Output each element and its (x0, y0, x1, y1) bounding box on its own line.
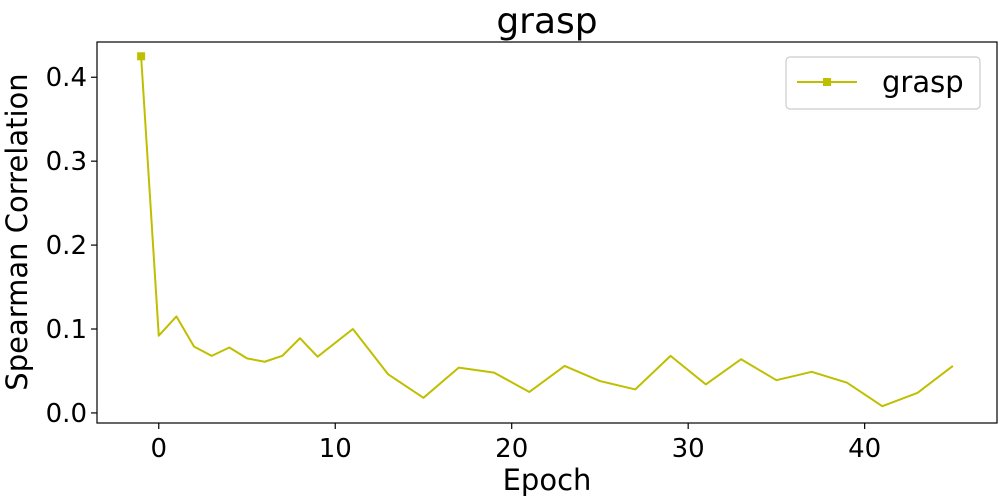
series-layer (137, 52, 954, 408)
legend-label: grasp (882, 65, 964, 99)
y-axis: 0.0 0.1 0.2 0.3 0.4 (46, 63, 97, 429)
y-tick-label: 0.4 (46, 63, 87, 93)
y-axis-label: Spearman Correlation (0, 73, 34, 390)
plot-frame (96, 41, 998, 424)
x-tick-label: 30 (672, 434, 705, 464)
x-axis: 0 10 20 30 40 (150, 423, 881, 464)
plot-area (96, 41, 998, 424)
y-tick-label: 0.3 (46, 147, 87, 177)
x-tick-label: 0 (150, 434, 167, 464)
x-tick-label: 20 (495, 434, 528, 464)
x-axis-label: Epoch (503, 463, 592, 497)
legend-marker-swatch (823, 78, 831, 86)
legend-frame (785, 56, 981, 110)
legend: grasp (785, 56, 981, 110)
y-tick-label: 0.0 (46, 399, 87, 429)
chart-title: grasp (496, 1, 597, 42)
series-line-grasp (140, 56, 954, 408)
data-point-marker (137, 52, 146, 61)
y-tick-label: 0.2 (46, 231, 87, 261)
y-tick-label: 0.1 (46, 315, 87, 345)
x-tick-label: 40 (848, 434, 881, 464)
x-tick-label: 10 (319, 434, 352, 464)
